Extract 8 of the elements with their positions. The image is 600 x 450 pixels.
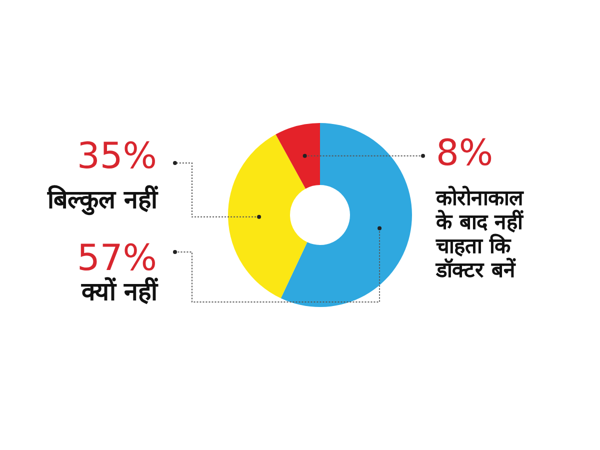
slice-label: क्यों नहीं bbox=[80, 277, 159, 306]
donut-slice bbox=[280, 123, 412, 307]
slice-label: कोरोनाकाल के बाद नहीं चाहता कि डॉक्टर बनें bbox=[435, 185, 525, 282]
slice-label: बिल्कुल नहीं bbox=[46, 185, 159, 216]
donut-slice bbox=[228, 134, 308, 298]
data-label: 8% bbox=[436, 133, 494, 174]
donut-slice bbox=[276, 123, 320, 189]
data-label: 35% bbox=[76, 136, 157, 177]
